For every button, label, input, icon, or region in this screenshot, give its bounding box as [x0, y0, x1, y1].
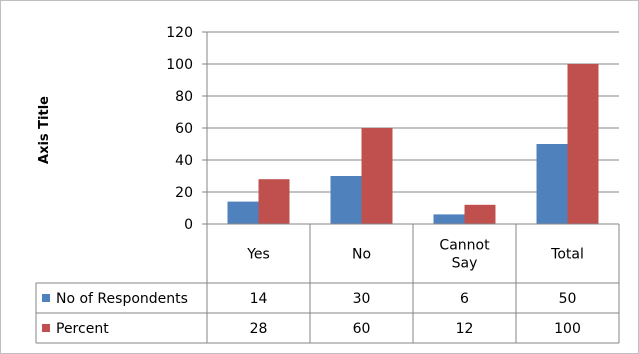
bars — [227, 64, 599, 224]
y-tick-label: 80 — [175, 89, 193, 105]
category-label: Total — [550, 247, 584, 263]
bar — [567, 64, 599, 224]
table-value: 28 — [250, 321, 268, 337]
legend-label: No of Respondents — [56, 291, 188, 307]
table-value: 50 — [559, 291, 577, 307]
legend-swatch — [42, 294, 50, 302]
table-value: 60 — [353, 321, 371, 337]
table-value: 6 — [460, 291, 469, 307]
y-tick-label: 60 — [175, 121, 193, 137]
table-value: 30 — [353, 291, 371, 307]
category-label: No — [352, 247, 371, 263]
category-label: Yes — [246, 247, 270, 263]
data-table-lines — [35, 32, 620, 344]
y-tick-label: 0 — [184, 217, 193, 233]
y-tick-label: 100 — [166, 57, 193, 73]
y-tick-label: 40 — [175, 153, 193, 169]
data-table: Yes No Cannot Say Total No of Respondents 14 30… — [42, 238, 584, 337]
y-axis-title: Axis Title — [37, 96, 52, 164]
legend-swatch — [42, 324, 50, 332]
category-label: Cannot — [439, 238, 490, 254]
y-tick-label: 120 — [166, 25, 193, 41]
table-value: 12 — [456, 321, 474, 337]
bar — [464, 204, 496, 224]
bar — [330, 176, 362, 224]
y-tick-label: 20 — [175, 185, 193, 201]
bar — [361, 128, 393, 224]
bar — [258, 179, 290, 224]
table-value: 100 — [554, 321, 581, 337]
bar — [227, 201, 259, 224]
table-value: 14 — [250, 291, 268, 307]
bar — [536, 144, 568, 224]
bar — [433, 214, 465, 224]
category-label: Say — [452, 256, 478, 272]
y-tick-labels: 0 20 40 60 80 100 120 — [166, 25, 193, 233]
legend-label: Percent — [56, 321, 109, 337]
